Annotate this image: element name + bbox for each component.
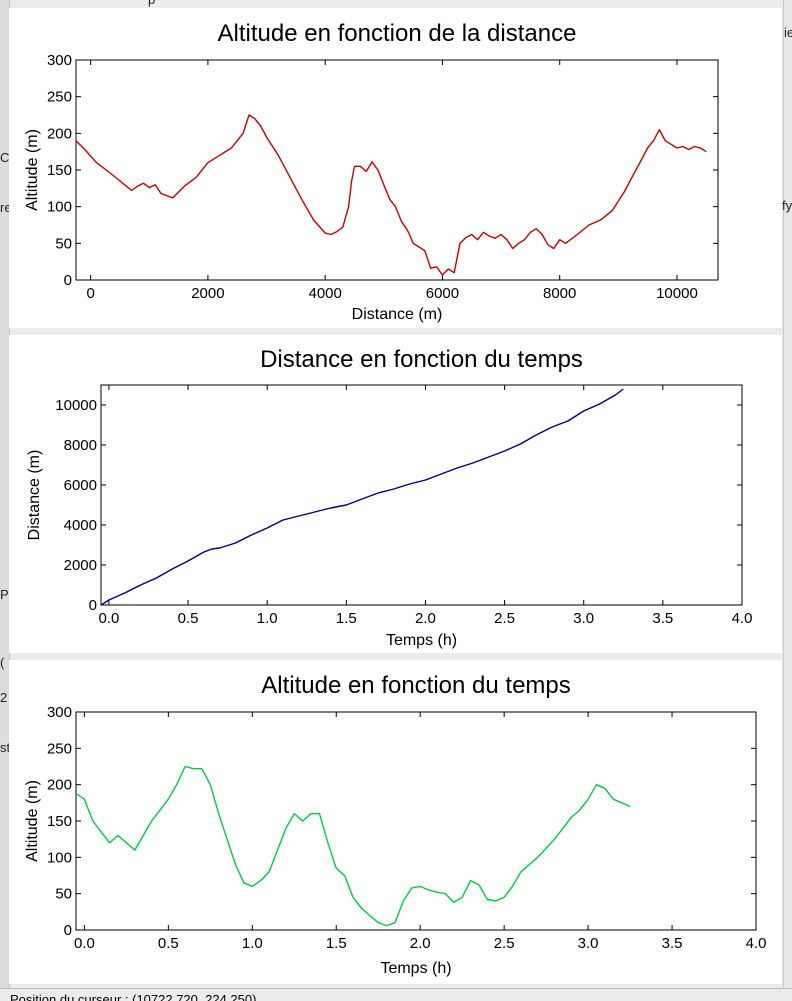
x-tick-label: 2.0 — [415, 610, 436, 627]
text-fragment: re — [0, 200, 12, 215]
x-tick-label: 1.0 — [257, 610, 278, 627]
plot-frame — [75, 59, 719, 281]
y-axis-label: Altitude (m) — [24, 780, 41, 862]
y-tick-label: 150 — [47, 162, 72, 179]
text-fragment: fy — [782, 198, 792, 213]
x-tick-label: 4000 — [308, 285, 341, 302]
chart-panel-distance-time: Distance en fonction du temps 0.0 0.5 1.0 1.… — [9, 335, 782, 653]
y-tick-label: 0 — [64, 272, 72, 289]
x-tick-label: 2.0 — [410, 935, 431, 952]
y-tick-label: 4000 — [64, 517, 97, 534]
x-tick-label: 3.5 — [652, 610, 673, 627]
x-tick-label: 1.5 — [336, 610, 357, 627]
chart-title: Altitude en fonction de la distance — [218, 20, 577, 47]
x-tick-label: 8000 — [543, 285, 576, 302]
x-tick-label: 1.5 — [326, 935, 347, 952]
x-tick-label: 0.5 — [158, 935, 179, 952]
y-tick-label: 6000 — [64, 477, 97, 494]
plot-frame — [75, 711, 757, 931]
plot-frame — [100, 384, 743, 606]
chart-title: Altitude en fonction du temps — [261, 672, 571, 699]
text-fragment: p — [148, 0, 155, 7]
chart-distance-time: Distance en fonction du temps 0.0 0.5 1.0 1.… — [26, 346, 753, 649]
y-tick-label: 250 — [47, 740, 72, 757]
y-tick-label: 10000 — [55, 397, 97, 414]
x-tick-label: 10000 — [656, 285, 698, 302]
y-tick-label: 200 — [47, 125, 72, 142]
y-tick-label: 8000 — [64, 437, 97, 454]
x-axis-label: Temps (h) — [386, 632, 457, 649]
x-tick-label: 1.0 — [242, 935, 263, 952]
y-tick-label: 0 — [89, 597, 97, 614]
y-tick-label: 200 — [47, 777, 72, 794]
y-tick-label: 50 — [55, 886, 72, 903]
x-tick-label: 6000 — [426, 285, 459, 302]
y-axis-label: Altitude (m) — [24, 129, 41, 211]
y-tick-label: 50 — [55, 235, 72, 252]
y-tick-label: 250 — [47, 89, 72, 106]
x-tick-label: 0.0 — [74, 935, 95, 952]
status-bar: Position du curseur : (10722.720, 224.25… — [0, 988, 792, 1001]
text-fragment: st — [0, 740, 11, 755]
y-axis-label: Distance (m) — [26, 450, 43, 541]
text-fragment: P — [0, 587, 9, 602]
x-tick-label: 4.0 — [732, 610, 753, 627]
x-tick-label: 3.0 — [573, 610, 594, 627]
x-tick-label: 0.5 — [178, 610, 199, 627]
text-fragment: ie — [784, 25, 792, 40]
x-tick-label: 2000 — [191, 285, 224, 302]
x-tick-label: 2.5 — [494, 935, 515, 952]
chart-panel-altitude-time: Altitude en fonction du temps 0.0 0.5 1.0 1.… — [9, 660, 782, 984]
x-axis-label: Distance (m) — [352, 306, 443, 323]
y-tick-label: 2000 — [64, 557, 97, 574]
chart-panel-altitude-distance: Altitude en fonction de la distance 0 2000… — [9, 8, 782, 328]
y-tick-label: 100 — [47, 849, 72, 866]
x-tick-label: 2.5 — [494, 610, 515, 627]
chart-altitude-time: Altitude en fonction du temps 0.0 0.5 1.0 1.… — [24, 672, 767, 977]
y-tick-label: 300 — [47, 52, 72, 69]
x-tick-label: 0.0 — [98, 610, 119, 627]
text-fragment: 2 — [0, 690, 8, 705]
y-tick-label: 150 — [47, 813, 72, 830]
y-tick-label: 100 — [47, 199, 72, 216]
y-tick-label: 0 — [64, 922, 72, 939]
x-axis-label: Temps (h) — [380, 960, 451, 977]
y-tick-label: 300 — [47, 704, 72, 721]
window-edge-right — [783, 0, 792, 1000]
x-tick-label: 3.5 — [662, 935, 683, 952]
series-line — [75, 114, 707, 276]
x-tick-label: 3.0 — [578, 935, 599, 952]
text-fragment: ( — [0, 655, 5, 670]
series-line — [100, 388, 624, 606]
series-line — [75, 765, 631, 927]
cursor-position-readout: Position du curseur : (10722.720, 224.25… — [10, 992, 257, 1001]
x-tick-label: 4.0 — [746, 935, 767, 952]
x-tick-label: 0 — [86, 285, 94, 302]
chart-title: Distance en fonction du temps — [260, 346, 583, 373]
